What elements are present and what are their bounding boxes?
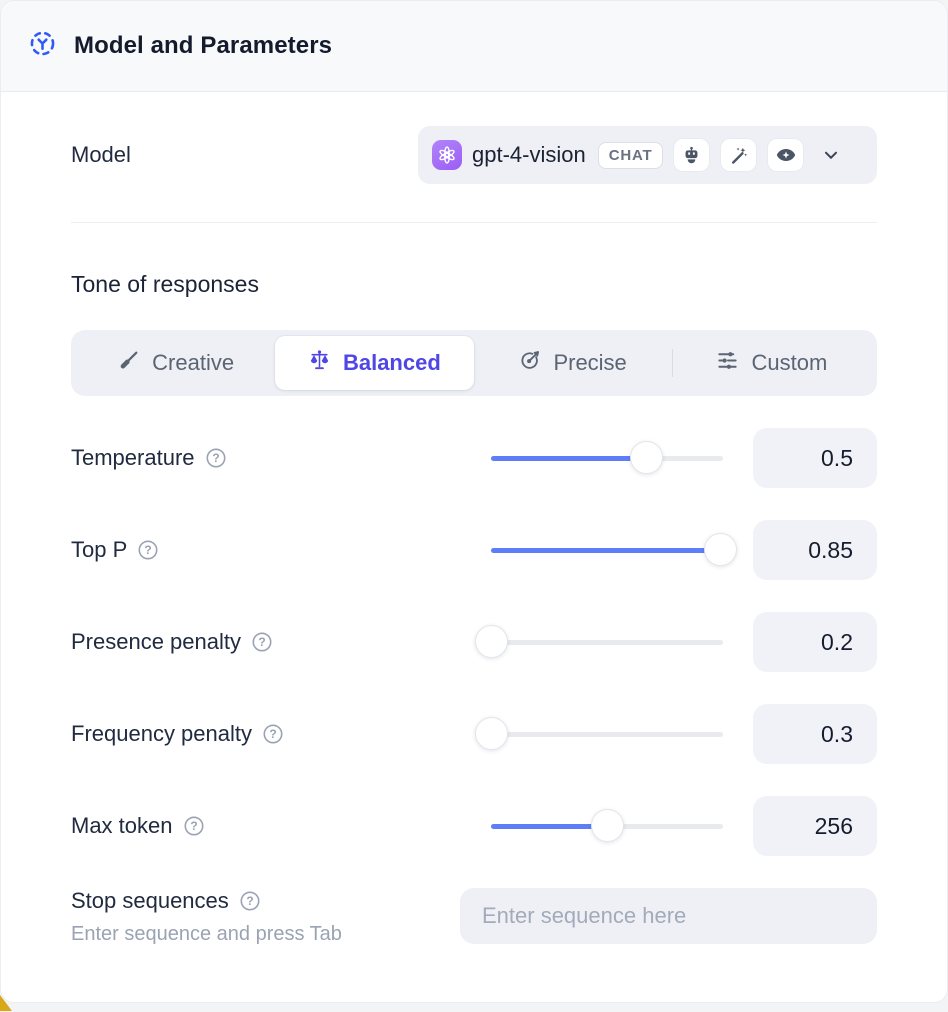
tone-heading: Tone of responses xyxy=(71,271,259,297)
slider-handle[interactable] xyxy=(474,625,508,658)
tab-balanced[interactable]: Balanced xyxy=(275,336,474,390)
slider-track[interactable] xyxy=(491,732,723,737)
tab-label: Balanced xyxy=(342,350,441,375)
svg-text:?: ? xyxy=(246,894,253,908)
help-icon[interactable]: ? xyxy=(205,447,227,469)
help-icon[interactable]: ? xyxy=(251,631,273,653)
tab-label: Custom xyxy=(751,350,828,375)
panel-title: Model and Parameters xyxy=(74,32,333,59)
param-value[interactable]: 256 xyxy=(753,796,877,856)
stop-sequences-hint: Enter sequence and press Tab xyxy=(71,923,342,945)
slider-handle[interactable] xyxy=(474,717,508,750)
selected-model-name: gpt-4-vision xyxy=(472,142,586,167)
wand-sparkles-icon xyxy=(720,138,758,172)
slider-fill xyxy=(491,456,647,461)
slider[interactable] xyxy=(474,717,723,751)
svg-text:?: ? xyxy=(212,451,219,465)
model-label: Model xyxy=(71,142,131,167)
target-arrow-icon xyxy=(518,349,541,378)
sliders-icon xyxy=(716,349,739,378)
tab-label: Creative xyxy=(152,350,235,375)
slider-fill xyxy=(491,548,721,553)
panel-header: Model and Parameters xyxy=(1,1,947,92)
slider[interactable] xyxy=(474,625,723,659)
slider-handle[interactable] xyxy=(704,533,738,566)
tab-divider xyxy=(671,349,673,377)
help-icon[interactable]: ? xyxy=(239,890,261,912)
tone-tab-bar: Creative Balanced xyxy=(71,330,877,396)
svg-text:?: ? xyxy=(190,819,197,833)
slider-fill xyxy=(491,824,607,829)
param-row-max-token: Max token ? 256 xyxy=(71,796,877,856)
tab-precise[interactable]: Precise xyxy=(474,336,672,390)
slider-track[interactable] xyxy=(491,640,723,645)
model-type-badge: CHAT xyxy=(597,141,664,169)
param-row-frequency-penalty: Frequency penalty ? 0.3 xyxy=(71,704,877,764)
balance-scale-icon xyxy=(308,349,331,378)
model-row: Model gpt-4-vision CH xyxy=(71,126,877,184)
stop-sequences-label: Stop sequences xyxy=(71,888,229,913)
slider-handle[interactable] xyxy=(590,809,624,842)
slider[interactable] xyxy=(491,809,723,843)
section-divider xyxy=(71,222,877,223)
param-label: Max token xyxy=(71,813,173,838)
chevron-down-icon[interactable] xyxy=(820,144,842,166)
param-label: Frequency penalty xyxy=(71,721,252,746)
tab-custom[interactable]: Custom xyxy=(673,336,871,390)
stop-sequence-input[interactable] xyxy=(460,888,877,944)
brush-icon xyxy=(118,349,140,377)
help-icon[interactable]: ? xyxy=(183,815,205,837)
param-value[interactable]: 0.3 xyxy=(753,704,877,764)
param-label: Presence penalty xyxy=(71,629,241,654)
help-icon[interactable]: ? xyxy=(262,723,284,745)
svg-text:?: ? xyxy=(269,727,276,741)
param-label: Top P xyxy=(71,537,128,562)
bot-icon xyxy=(673,138,711,172)
param-value[interactable]: 0.85 xyxy=(753,520,877,580)
param-row-presence-penalty: Presence penalty ? 0.2 xyxy=(71,612,877,672)
slider-handle[interactable] xyxy=(629,441,663,474)
param-row-top-p: Top P ? 0.85 xyxy=(71,520,877,580)
stop-sequences-row: Stop sequences ? Enter sequence and pres… xyxy=(71,888,877,946)
help-icon[interactable]: ? xyxy=(137,539,159,561)
param-label: Temperature xyxy=(71,445,195,470)
slider[interactable] xyxy=(491,441,723,475)
openai-logo xyxy=(432,140,462,170)
param-value[interactable]: 0.5 xyxy=(753,428,877,488)
param-row-temperature: Temperature ? 0.5 xyxy=(71,428,877,488)
model-hub-icon xyxy=(29,30,56,62)
svg-text:?: ? xyxy=(258,635,265,649)
param-value[interactable]: 0.2 xyxy=(753,612,877,672)
svg-text:?: ? xyxy=(145,543,152,557)
slider[interactable] xyxy=(491,533,738,567)
tab-label: Precise xyxy=(553,350,627,375)
model-select-dropdown[interactable]: gpt-4-vision CHAT xyxy=(418,126,877,184)
vision-eye-icon xyxy=(767,138,805,172)
tab-creative[interactable]: Creative xyxy=(77,336,275,390)
